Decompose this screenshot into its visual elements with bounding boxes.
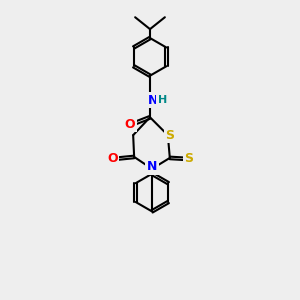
Text: S: S — [165, 129, 174, 142]
Text: O: O — [125, 118, 136, 131]
Text: S: S — [184, 152, 193, 165]
Text: N: N — [147, 160, 157, 173]
Text: N: N — [148, 94, 158, 107]
Text: O: O — [107, 152, 118, 165]
Text: H: H — [158, 95, 167, 106]
